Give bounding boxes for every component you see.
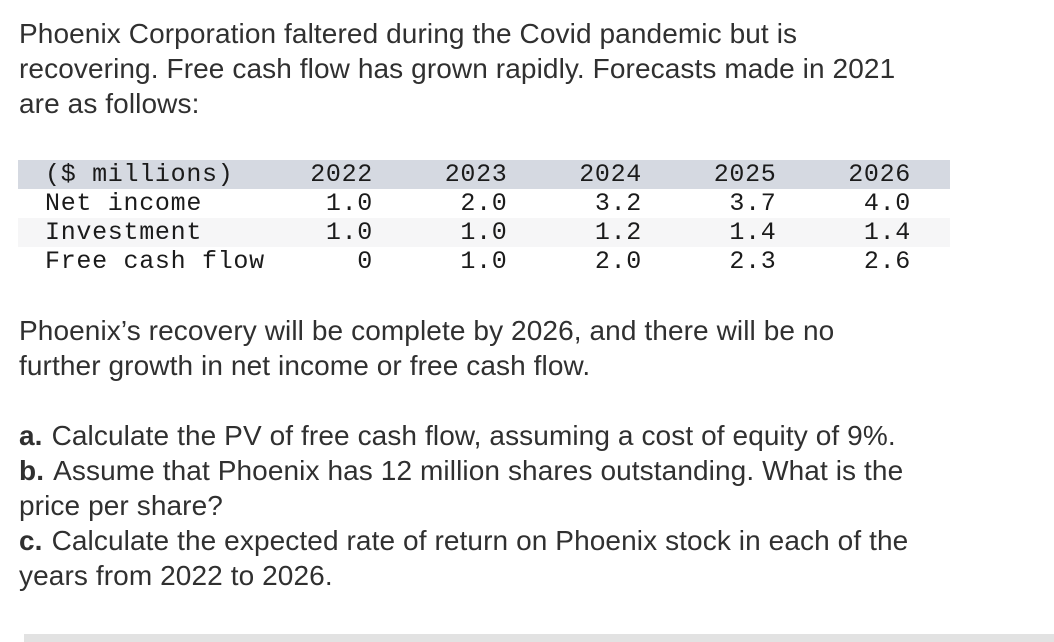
- table-year-header: 2023: [444, 160, 508, 189]
- text-line: Phoenix’s recovery will be complete by 2…: [19, 315, 835, 346]
- question-b-letter: b.: [19, 455, 45, 486]
- questions-block: a. Calculate the PV of free cash flow, as…: [19, 418, 1031, 593]
- table-cell: 2.6: [863, 247, 911, 276]
- question-c-text: years from 2022 to 2026.: [19, 560, 333, 591]
- table-cell: 0: [357, 247, 373, 276]
- table-header-row: ($ millions) 2022 2023 2024 2025 2026: [18, 160, 950, 189]
- table-cell: 1.0: [460, 218, 508, 247]
- table-cell: 4.0: [863, 189, 911, 218]
- table-row-free-cash-flow: Free cash flow 0 1.0 2.0 2.3 2.6: [18, 247, 950, 276]
- text-line: further growth in net income or free cas…: [19, 350, 591, 381]
- table-cell: 3.2: [594, 189, 642, 218]
- question-b: b. Assume that Phoenix has 12 million sha…: [19, 453, 1031, 488]
- table-cell: 1.0: [325, 218, 373, 247]
- bottom-divider: [24, 634, 1054, 642]
- forecast-table: ($ millions) 2022 2023 2024 2025 2026 Ne…: [18, 160, 950, 276]
- table-year-header: 2025: [713, 160, 777, 189]
- table-cell: 2.3: [729, 247, 777, 276]
- table-row-investment: Investment 1.0 1.0 1.2 1.4 1.4: [18, 218, 950, 247]
- table-cell: 3.7: [729, 189, 777, 218]
- text-line: are as follows:: [19, 88, 200, 119]
- row-label: Investment: [45, 218, 203, 247]
- question-a: a. Calculate the PV of free cash flow, as…: [19, 418, 1031, 453]
- question-a-text: Calculate the PV of free cash flow, assu…: [51, 420, 896, 451]
- table-year-header: 2022: [310, 160, 373, 189]
- table-cell: 2.0: [460, 189, 508, 218]
- table-row-net-income: Net income 1.0 2.0 3.2 3.7 4.0: [18, 189, 950, 218]
- text-line: recovering. Free cash flow has grown rap…: [19, 53, 896, 84]
- table-cell: 1.0: [460, 247, 508, 276]
- question-c-text: Calculate the expected rate of return on…: [51, 525, 909, 556]
- question-c: c. Calculate the expected rate of return …: [19, 523, 1031, 558]
- intro-paragraph: Phoenix Corporation faltered during the …: [19, 16, 1031, 121]
- question-a-letter: a.: [19, 420, 43, 451]
- table-year-header: 2026: [848, 160, 911, 189]
- table-unit-label: ($ millions): [45, 160, 234, 189]
- table-cell: 1.0: [325, 189, 373, 218]
- row-label: Net income: [45, 189, 203, 218]
- table-cell: 2.0: [594, 247, 642, 276]
- table-cell: 1.2: [594, 218, 642, 247]
- table-cell: 1.4: [729, 218, 777, 247]
- recovery-paragraph: Phoenix’s recovery will be complete by 2…: [19, 313, 1031, 383]
- question-b-text: Assume that Phoenix has 12 million share…: [53, 455, 904, 486]
- table-year-header: 2024: [579, 160, 642, 189]
- row-label: Free cash flow: [45, 247, 265, 276]
- question-c-letter: c.: [19, 525, 43, 556]
- question-b-text: price per share?: [19, 490, 223, 521]
- table-cell: 1.4: [863, 218, 911, 247]
- text-line: Phoenix Corporation faltered during the …: [19, 18, 798, 49]
